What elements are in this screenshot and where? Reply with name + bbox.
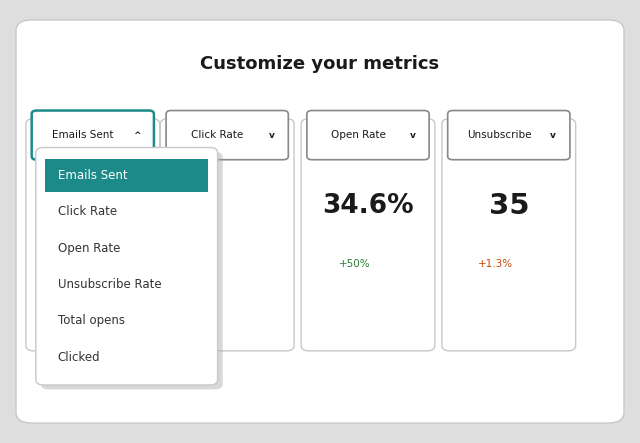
Text: Open Rate: Open Rate (331, 130, 386, 140)
Text: Unsubscribe Rate: Unsubscribe Rate (58, 278, 161, 291)
Text: 34.6%: 34.6% (322, 193, 414, 219)
FancyBboxPatch shape (442, 119, 576, 351)
FancyBboxPatch shape (301, 119, 435, 351)
FancyBboxPatch shape (160, 119, 294, 351)
Text: 2%: 2% (106, 193, 150, 219)
Text: ^: ^ (134, 131, 141, 140)
FancyBboxPatch shape (307, 111, 429, 160)
Text: Unsubscribe: Unsubscribe (467, 130, 531, 140)
FancyBboxPatch shape (41, 152, 223, 389)
Text: Click Rate: Click Rate (191, 130, 244, 140)
Text: Emails Sent: Emails Sent (58, 169, 127, 182)
FancyBboxPatch shape (31, 111, 154, 160)
Text: Open Rate: Open Rate (58, 241, 120, 255)
Text: +1.3%: +1.3% (479, 259, 513, 268)
Text: Total opens: Total opens (58, 314, 125, 327)
FancyBboxPatch shape (45, 159, 208, 192)
Text: v: v (269, 131, 275, 140)
Text: Clicked: Clicked (58, 350, 100, 364)
Text: Emails Sent: Emails Sent (52, 130, 114, 140)
FancyBboxPatch shape (16, 20, 624, 423)
FancyBboxPatch shape (448, 111, 570, 160)
FancyBboxPatch shape (166, 111, 288, 160)
Text: Customize your metrics: Customize your metrics (200, 55, 440, 73)
Text: Click Rate: Click Rate (58, 205, 116, 218)
Text: v: v (550, 131, 556, 140)
FancyBboxPatch shape (36, 148, 218, 385)
Text: v: v (410, 131, 415, 140)
Text: 35: 35 (488, 192, 529, 220)
Text: +50%: +50% (339, 259, 371, 268)
FancyBboxPatch shape (26, 119, 160, 351)
